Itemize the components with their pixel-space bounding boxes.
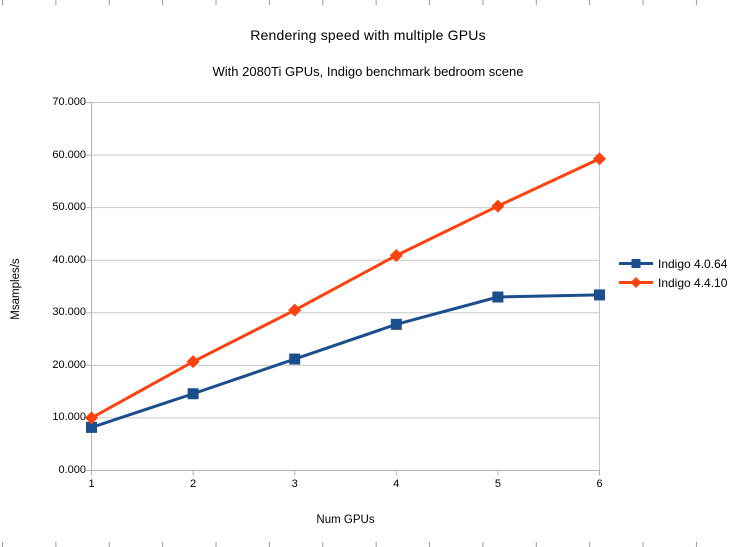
x-tick-label: 1 (88, 478, 95, 490)
chart-legend: Indigo 4.0.64 Indigo 4.4.10 (619, 254, 727, 292)
data-point-marker (187, 388, 199, 400)
diamond-marker-swatch (619, 277, 653, 288)
x-axis-title: Num GPUs (316, 514, 375, 526)
square-marker-swatch (619, 259, 653, 268)
y-tick-label: 30.000 (52, 306, 86, 319)
series-line-indigo-4-0-64 (91, 293, 600, 429)
data-point-marker (492, 291, 504, 303)
data-point-marker (186, 355, 200, 369)
legend-item-indigo-4-4-10: Indigo 4.4.10 (619, 273, 727, 292)
series-line-indigo-4-4-10 (90, 157, 601, 420)
y-tick-label: 60.000 (52, 148, 86, 161)
chart-subtitle: With 2080Ti GPUs, Indigo benchmark bedro… (212, 64, 524, 79)
y-tick-label: 20.000 (52, 358, 86, 371)
data-point-marker (593, 152, 606, 166)
y-tick-label: 10.000 (52, 411, 86, 424)
data-point-marker (491, 199, 505, 213)
legend-label: Indigo 4.0.64 (658, 256, 728, 271)
legend-item-indigo-4-0-64: Indigo 4.0.64 (619, 254, 727, 273)
legend-label: Indigo 4.4.10 (658, 275, 728, 290)
data-point-marker (389, 248, 403, 262)
y-tick-label: 0.000 (58, 464, 86, 476)
y-tick-label: 70.000 (52, 96, 86, 108)
data-point-marker (288, 303, 302, 317)
x-tick-label: 6 (596, 478, 603, 490)
data-point-marker (390, 318, 402, 330)
data-point-marker (85, 411, 98, 425)
data-point-marker (594, 289, 605, 301)
x-tick-label: 2 (190, 478, 197, 490)
chart-title: Rendering speed with multiple GPUs (250, 27, 486, 43)
y-axis-title: Msamples/s (10, 258, 22, 320)
x-tick-label: 4 (393, 478, 400, 490)
x-tick-label: 3 (291, 478, 298, 490)
data-point-marker (289, 353, 301, 365)
x-tick-label: 5 (494, 478, 501, 490)
y-tick-label: 50.000 (52, 201, 86, 214)
y-tick-label: 40.000 (52, 253, 86, 266)
data-point-marker (86, 421, 97, 433)
